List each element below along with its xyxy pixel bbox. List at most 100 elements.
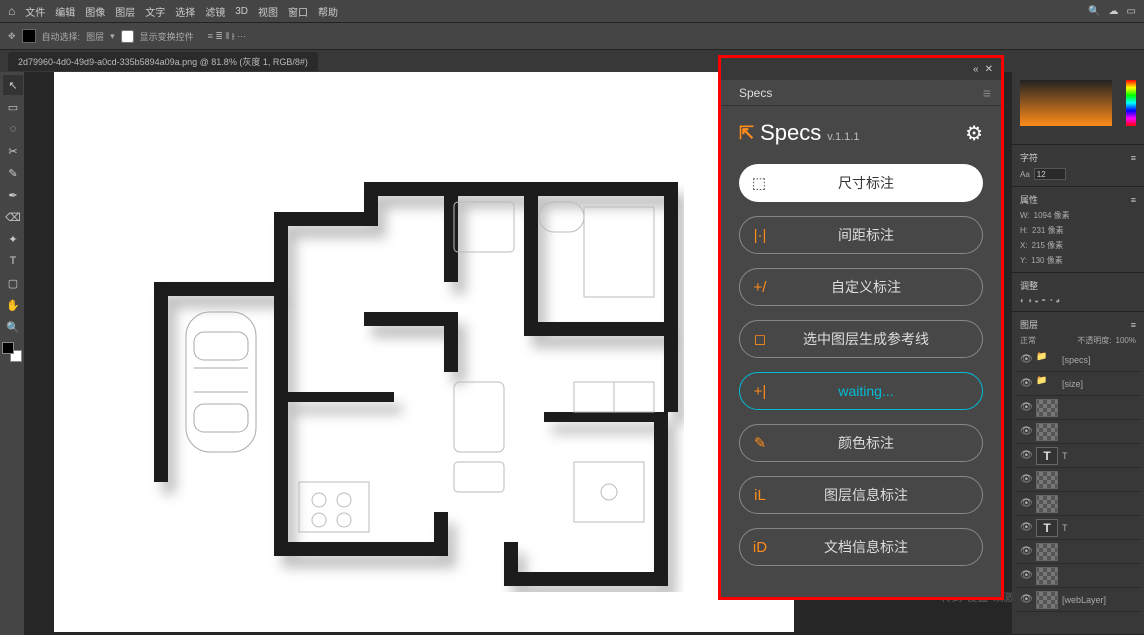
crop-tool[interactable]: ✂ [3, 141, 23, 161]
layer-row[interactable]: 👁TT [1016, 444, 1140, 468]
collapse-icon[interactable]: « [973, 64, 979, 75]
layer-row[interactable]: 👁 [1016, 564, 1140, 588]
font-size-input[interactable] [1034, 168, 1066, 180]
color-swatches[interactable] [2, 342, 22, 362]
visibility-icon[interactable]: 👁 [1020, 354, 1032, 365]
panel-menu-icon[interactable]: ≡ [1131, 320, 1136, 330]
document-tab[interactable]: 2d79960-4d0-49d9-a0cd-335b5894a09a.png @… [8, 52, 318, 71]
layers-title: 图层 [1020, 318, 1038, 331]
opacity-value[interactable]: 100% [1116, 336, 1136, 345]
menu-view[interactable]: 视图 [258, 4, 278, 19]
align-icons[interactable]: ≡ ≣ ⫴ ⫲ ⋯ [208, 31, 247, 42]
layer-dropdown[interactable]: 图层 [86, 30, 104, 43]
workspace-icon[interactable]: ▭ [1127, 6, 1136, 17]
specs-tab[interactable]: Specs [731, 82, 780, 104]
tools-panel: ↖ ▭ ◌ ✂ ✎ ✒ ⌫ ✦ T ▢ ✋ 🔍 [0, 72, 24, 635]
visibility-icon[interactable]: 👁 [1020, 522, 1032, 533]
layer-row[interactable]: 👁 [1016, 396, 1140, 420]
specs-btn-icon: ◻ [740, 330, 780, 348]
show-transform-label: 显示变换控件 [140, 30, 194, 43]
specs-btn-icon: +| [740, 383, 780, 400]
color-picker[interactable] [1016, 76, 1140, 140]
specs-menu-icon[interactable]: ≡ [983, 85, 991, 101]
layer-row[interactable]: 👁 [webLayer] [1016, 588, 1140, 612]
hue-slider[interactable] [1126, 80, 1136, 126]
panel-menu-icon[interactable]: ≡ [1131, 153, 1136, 163]
specs-btn-label: 颜色标注 [780, 433, 982, 453]
menu-layer[interactable]: 图层 [115, 4, 135, 19]
search-icon[interactable]: 🔍 [1088, 6, 1100, 17]
menu-3d[interactable]: 3D [235, 6, 248, 17]
settings-icon[interactable]: ⚙ [965, 121, 983, 146]
brush-tool[interactable]: ✒ [3, 185, 23, 205]
char-title: 字符 [1020, 151, 1038, 164]
specs-btn-6[interactable]: iL图层信息标注 [739, 476, 983, 514]
color-gradient[interactable] [1020, 80, 1112, 126]
cloud-icon[interactable]: ☁ [1109, 6, 1119, 17]
x-label: X: [1020, 241, 1028, 250]
specs-btn-0[interactable]: ⬚尺寸标注 [739, 164, 983, 202]
specs-btn-5[interactable]: ✎颜色标注 [739, 424, 983, 462]
hand-tool[interactable]: ✋ [3, 295, 23, 315]
panel-menu-icon[interactable]: ≡ [1131, 195, 1136, 205]
blend-mode[interactable]: 正常 [1020, 335, 1036, 346]
specs-btn-icon: ⬚ [739, 174, 779, 192]
menu-window[interactable]: 窗口 [288, 4, 308, 19]
visibility-icon[interactable]: 👁 [1020, 474, 1032, 485]
visibility-icon[interactable]: 👁 [1020, 378, 1032, 389]
move-tool[interactable]: ↖ [3, 75, 23, 95]
type-tool[interactable]: T [3, 251, 23, 271]
visibility-icon[interactable]: 👁 [1020, 498, 1032, 509]
specs-btn-label: 间距标注 [780, 225, 982, 245]
menu-image[interactable]: 图像 [85, 4, 105, 19]
wand-tool[interactable]: ✦ [3, 229, 23, 249]
options-bar: ✥ 自动选择: 图层 ▾ 显示变换控件 ≡ ≣ ⫴ ⫲ ⋯ [0, 22, 1144, 50]
menu-filter[interactable]: 滤镜 [205, 4, 225, 19]
specs-btn-icon: ✎ [740, 434, 780, 452]
layer-row[interactable]: 👁 [1016, 420, 1140, 444]
menu-help[interactable]: 帮助 [318, 4, 338, 19]
layer-row[interactable]: 👁📁[specs] [1016, 348, 1140, 372]
zoom-tool[interactable]: 🔍 [3, 317, 23, 337]
specs-btn-4[interactable]: +|waiting... [739, 372, 983, 410]
canvas[interactable] [54, 72, 794, 632]
menu-type[interactable]: 文字 [145, 4, 165, 19]
pencil-tool[interactable]: ✎ [3, 163, 23, 183]
layer-name: T [1062, 451, 1136, 461]
menu-select[interactable]: 选择 [175, 4, 195, 19]
visibility-icon[interactable]: 👁 [1020, 570, 1032, 581]
lasso-tool[interactable]: ◌ [3, 119, 23, 139]
layer-name: [webLayer] [1062, 595, 1136, 605]
layer-row[interactable]: 👁TT [1016, 516, 1140, 540]
layer-name: [specs] [1062, 355, 1136, 365]
menu-edit[interactable]: 编辑 [55, 4, 75, 19]
specs-btn-3[interactable]: ◻选中图层生成参考线 [739, 320, 983, 358]
specs-btn-1[interactable]: |·|间距标注 [739, 216, 983, 254]
eraser-tool[interactable]: ⌫ [3, 207, 23, 227]
w-value: 1094 像素 [1034, 210, 1070, 221]
layer-row[interactable]: 👁 [1016, 540, 1140, 564]
visibility-icon[interactable]: 👁 [1020, 546, 1032, 557]
marquee-tool[interactable]: ▭ [3, 97, 23, 117]
props-title: 属性 [1020, 193, 1038, 206]
visibility-icon[interactable]: 👁 [1020, 426, 1032, 437]
visibility-icon[interactable]: 👁 [1020, 450, 1032, 461]
floorplan-image [144, 182, 684, 592]
show-transform-checkbox[interactable] [121, 30, 134, 43]
layer-row[interactable]: 👁 [1016, 468, 1140, 492]
fg-color[interactable] [2, 342, 14, 354]
visibility-icon[interactable]: 👁 [1020, 402, 1032, 413]
specs-btn-7[interactable]: iD文档信息标注 [739, 528, 983, 566]
specs-btn-2[interactable]: +/自定义标注 [739, 268, 983, 306]
close-icon[interactable]: ✕ [985, 64, 993, 75]
swatch[interactable] [22, 29, 36, 43]
menu-file[interactable]: 文件 [25, 4, 45, 19]
specs-btn-icon: |·| [740, 227, 780, 244]
layer-row[interactable]: 👁📁[size] [1016, 372, 1140, 396]
layer-row[interactable]: 👁 [1016, 492, 1140, 516]
adjust-icons[interactable]: ◐ ◑ ◒ ◓ ◔ ◕ [1016, 294, 1140, 307]
visibility-icon[interactable]: 👁 [1020, 594, 1032, 605]
shape-tool[interactable]: ▢ [3, 273, 23, 293]
home-icon[interactable]: ⌂ [8, 4, 15, 18]
right-panels: 字符≡ Aa 属性≡ W:1094 像素 H:231 像素 X:215 像素 Y… [1012, 72, 1144, 635]
